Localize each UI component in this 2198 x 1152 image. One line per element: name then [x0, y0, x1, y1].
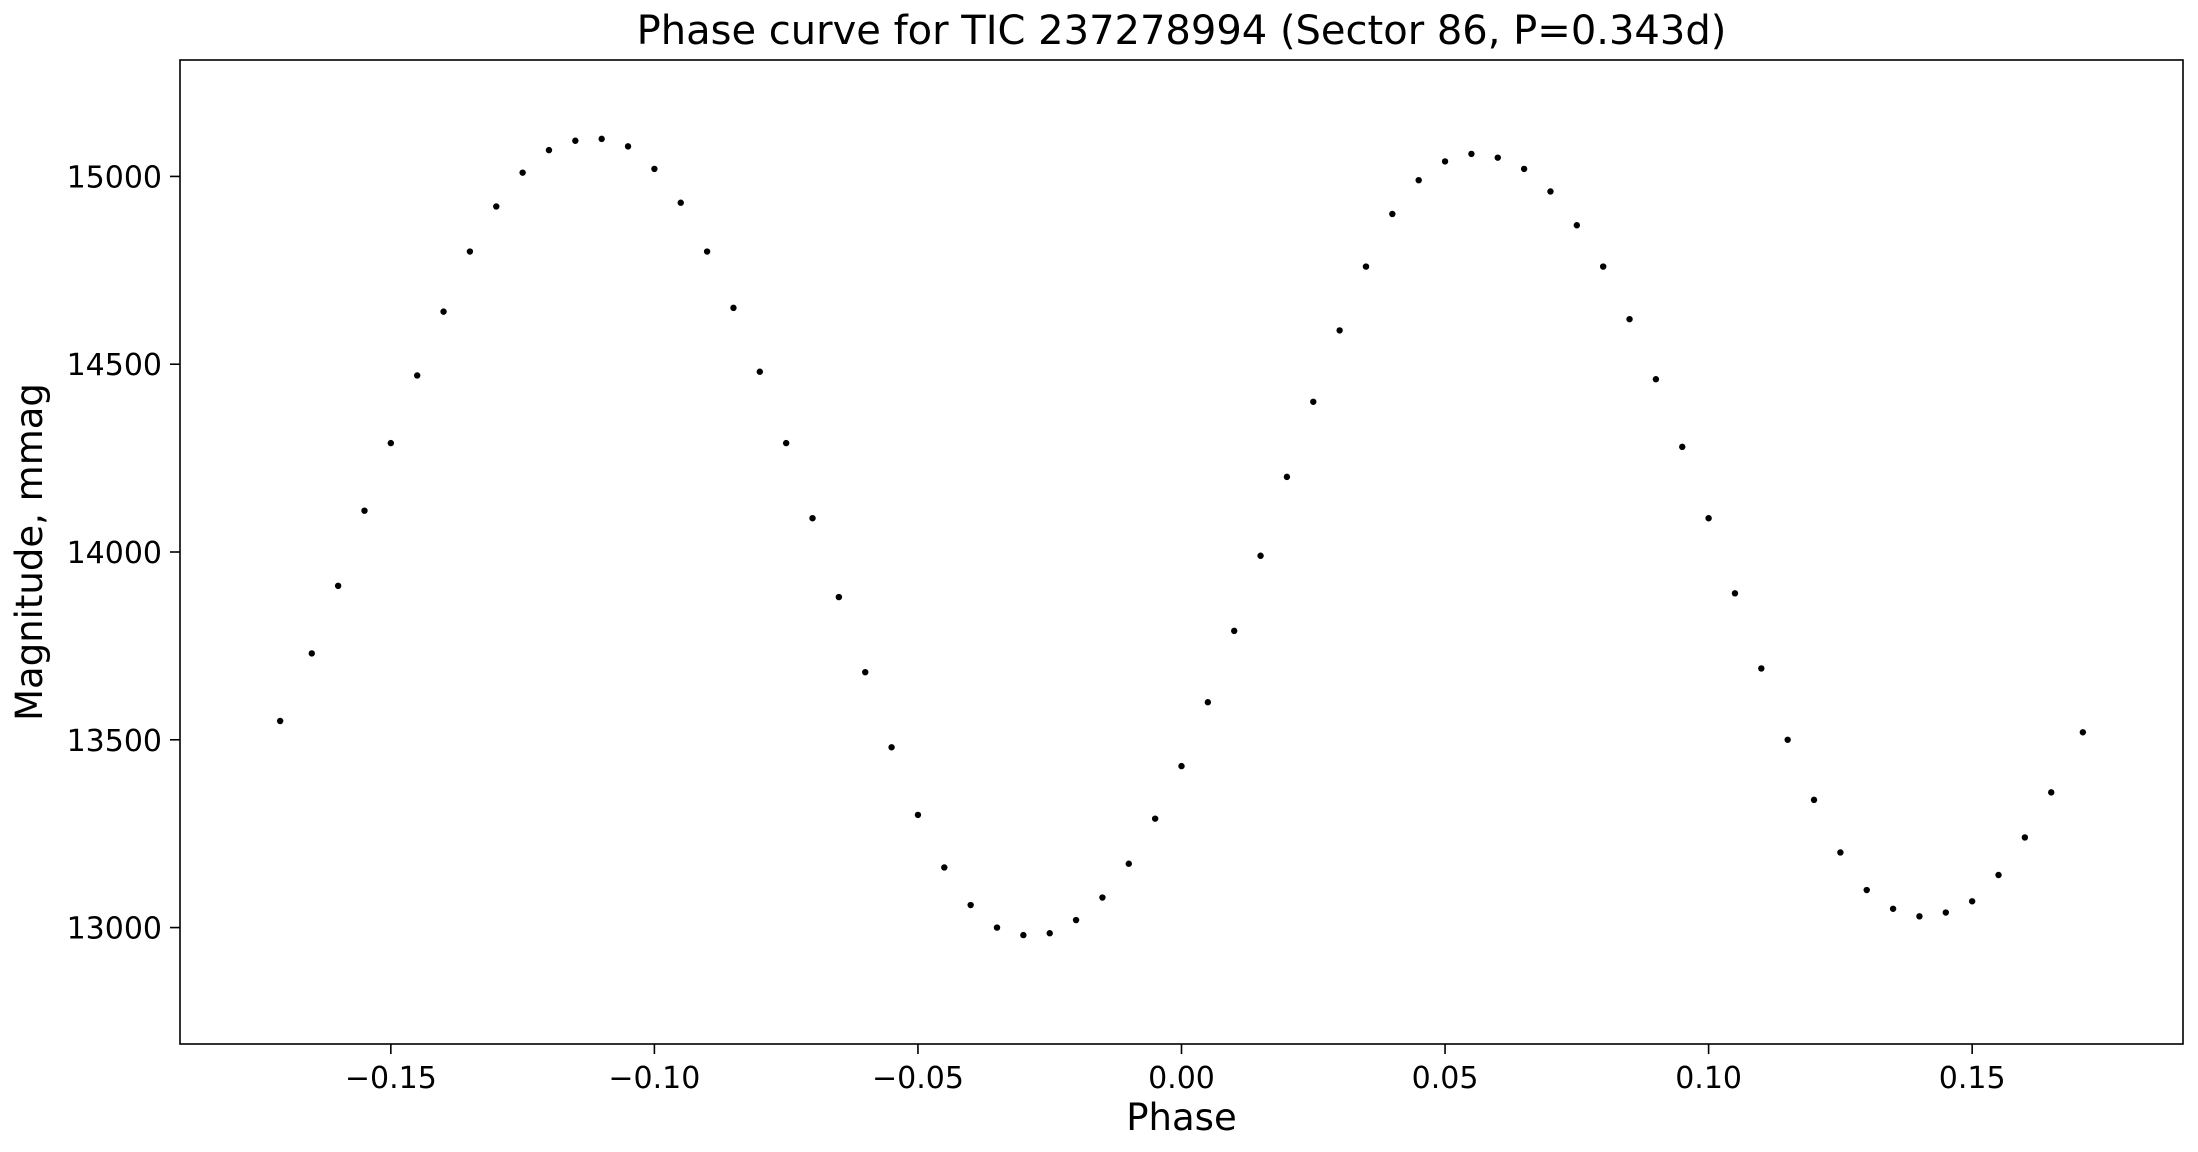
- data-point: [1889, 905, 1897, 912]
- data-point: [1916, 913, 1923, 920]
- x-tick-label: 0.15: [1939, 1061, 2006, 1096]
- data-point: [862, 668, 869, 676]
- data-point: [835, 593, 843, 601]
- data-point: [1942, 909, 1950, 916]
- y-tick-label: 13000: [67, 912, 162, 947]
- data-point: [651, 165, 658, 173]
- data-point: [1520, 165, 1528, 173]
- scatter-points: [276, 135, 2087, 939]
- data-point: [2048, 789, 2055, 796]
- data-point: [572, 137, 579, 144]
- data-point: [1336, 327, 1343, 334]
- data-point: [1837, 849, 1844, 856]
- data-point: [1863, 886, 1870, 894]
- data-point: [1125, 860, 1132, 867]
- data-point: [941, 864, 948, 871]
- y-tick-label: 15000: [67, 160, 162, 195]
- data-point: [276, 717, 284, 725]
- data-point: [1099, 894, 1106, 901]
- x-tick-label: −0.05: [872, 1061, 964, 1096]
- data-point: [1415, 176, 1422, 184]
- data-point: [914, 811, 922, 819]
- data-point: [1599, 263, 1607, 270]
- data-point: [519, 169, 526, 176]
- data-point: [334, 582, 342, 590]
- data-point: [493, 203, 500, 210]
- x-tick-label: −0.10: [608, 1061, 700, 1096]
- data-point: [1652, 376, 1660, 383]
- data-point: [1626, 315, 1633, 323]
- data-point: [1151, 815, 1159, 822]
- x-axis-ticks: −0.15 −0.10 −0.05 0.00 0.05 0.10 0.15: [345, 1044, 2006, 1096]
- data-point: [1072, 916, 1080, 924]
- data-point: [1810, 796, 1818, 804]
- data-point: [1389, 210, 1396, 218]
- x-axis-label: Phase: [1126, 1096, 1236, 1139]
- data-point: [1494, 154, 1501, 161]
- y-tick-label: 13500: [67, 724, 162, 759]
- data-point: [1995, 871, 2002, 879]
- data-point: [308, 650, 315, 657]
- data-point: [466, 248, 474, 255]
- data-point: [1046, 930, 1053, 937]
- data-point: [993, 924, 1001, 931]
- data-point: [413, 372, 421, 379]
- y-tick-label: 14500: [67, 348, 162, 383]
- x-tick-label: −0.15: [345, 1061, 437, 1096]
- data-point: [1310, 398, 1317, 405]
- data-point: [1573, 222, 1581, 229]
- data-point: [624, 143, 632, 150]
- data-point: [1705, 514, 1712, 522]
- x-tick-label: 0.10: [1675, 1061, 1742, 1096]
- data-point: [598, 135, 605, 143]
- data-point: [677, 199, 684, 206]
- x-tick-label: 0.00: [1148, 1061, 1215, 1096]
- data-point: [1178, 762, 1185, 770]
- data-point: [1731, 590, 1739, 597]
- data-point: [1968, 898, 1976, 905]
- data-point: [2021, 834, 2029, 841]
- data-point: [888, 744, 895, 751]
- data-point: [967, 901, 974, 909]
- y-tick-label: 14000: [67, 536, 162, 571]
- data-point: [1679, 443, 1686, 451]
- data-point: [1283, 473, 1291, 481]
- data-point: [387, 439, 395, 447]
- data-point: [440, 308, 447, 315]
- data-point: [2079, 729, 2087, 736]
- data-point: [1362, 263, 1370, 270]
- data-point: [1257, 552, 1264, 559]
- data-point: [809, 514, 816, 522]
- y-axis-ticks: 13000 13500 14000 14500 15000: [67, 160, 180, 947]
- data-point: [730, 304, 737, 312]
- chart-title: Phase curve for TIC 237278994 (Sector 86…: [637, 8, 1727, 54]
- data-point: [1547, 188, 1554, 195]
- data-point: [1231, 627, 1238, 635]
- data-point: [1020, 931, 1027, 939]
- data-point: [1204, 699, 1212, 706]
- data-point: [1468, 150, 1475, 158]
- y-axis-label: Magnitude, mmag: [8, 383, 51, 721]
- data-point: [1784, 736, 1791, 743]
- data-point: [1758, 665, 1765, 672]
- data-point: [1441, 158, 1449, 165]
- data-point: [545, 146, 553, 154]
- data-point: [703, 248, 711, 255]
- data-point: [361, 507, 368, 514]
- x-tick-label: 0.05: [1412, 1061, 1479, 1096]
- data-point: [756, 368, 764, 375]
- data-point: [782, 439, 790, 447]
